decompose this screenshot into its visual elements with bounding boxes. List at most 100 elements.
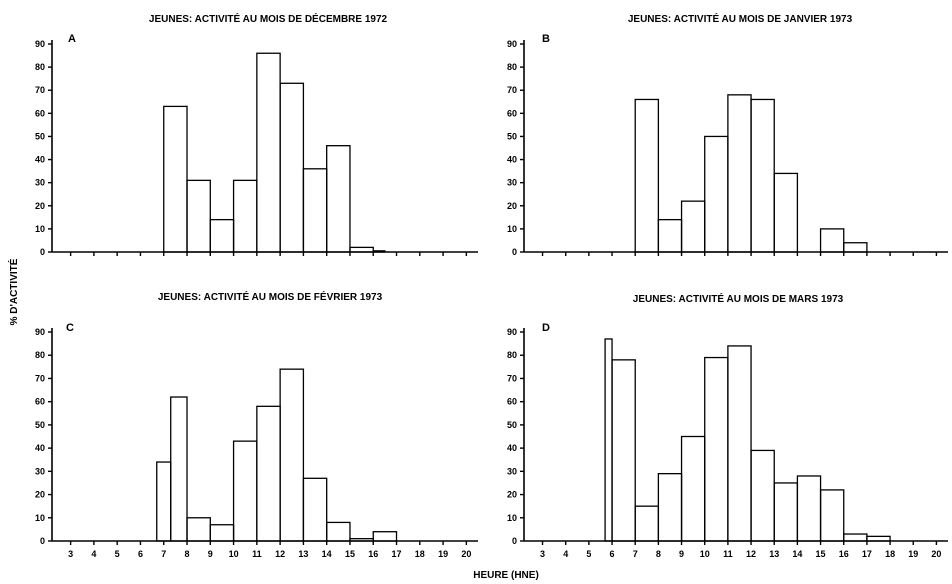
panel-d-x-tick-label: 12 xyxy=(746,549,756,559)
x-axis-label: HEURE (HNE) xyxy=(473,570,539,581)
panel-a-bar xyxy=(372,250,386,253)
panel-c-x-tick-label: 13 xyxy=(298,549,308,559)
panel-d-x-tick-label: 13 xyxy=(769,549,779,559)
panel-d-x-tick-label: 10 xyxy=(700,549,710,559)
panel-c-bar xyxy=(186,517,211,542)
panel-c-y-tick-label: 50 xyxy=(35,420,45,430)
panel-d-x-tick-label: 14 xyxy=(792,549,802,559)
panel-c-y-tick-label: 90 xyxy=(35,327,45,337)
panel-a: JEUNES: ACTIVITÉ AU MOIS DE DÉCEMBRE 197… xyxy=(35,12,478,257)
panel-c-y-tick-label: 10 xyxy=(35,513,45,523)
panel-c-x-tick-label: 12 xyxy=(275,549,285,559)
panel-d: JEUNES: ACTIVITÉ AU MOIS DE MARS 1973 D … xyxy=(507,292,948,559)
panel-c-x-tick-label: 11 xyxy=(252,549,262,559)
panel-d-x-tick-label: 19 xyxy=(908,549,918,559)
panel-d-bar xyxy=(866,535,891,542)
panel-b-y-tick-label: 40 xyxy=(507,155,517,165)
panel-d-x-tick-label: 11 xyxy=(723,549,733,559)
panel-c-bar xyxy=(279,368,305,542)
panel-b: JEUNES: ACTIVITÉ AU MOIS DE JANVIER 1973… xyxy=(507,12,948,257)
panel-a-title: JEUNES: ACTIVITÉ AU MOIS DE DÉCEMBRE 197… xyxy=(149,12,388,25)
panel-c-bar xyxy=(170,396,188,542)
panel-c-y-tick-label: 0 xyxy=(40,536,45,546)
panel-c-y-tick-label: 20 xyxy=(35,490,45,500)
panel-d-bar xyxy=(634,505,660,542)
panel-c-bar xyxy=(302,477,328,542)
y-axis-label: % D'ACTIVITÉ xyxy=(7,258,20,325)
panel-b-bar xyxy=(704,135,729,253)
panel-d-x-tick-label: 16 xyxy=(839,549,849,559)
panel-c-x-tick-label: 4 xyxy=(91,549,96,559)
panel-a-bar xyxy=(232,179,258,253)
panel-c-y-tick-label: 70 xyxy=(35,373,45,383)
panel-b-y-tick-label: 0 xyxy=(512,247,517,257)
panel-b-letter: B xyxy=(542,33,550,45)
panel-d-x-tick-label: 6 xyxy=(610,549,615,559)
panel-c-x-tick-label: 8 xyxy=(185,549,190,559)
panel-a-y-tick-label: 60 xyxy=(35,108,45,118)
panel-c-bar xyxy=(256,405,281,542)
panel-d-bar xyxy=(819,489,845,542)
panel-d-y-tick-label: 20 xyxy=(507,490,517,500)
panel-d-x-tick-label: 15 xyxy=(816,549,826,559)
panel-b-y-tick-label: 30 xyxy=(507,178,517,188)
panel-a-bar xyxy=(302,168,328,253)
panel-d-x-tick-label: 18 xyxy=(885,549,895,559)
panel-a-bar xyxy=(209,218,235,253)
panel-d-y-tick-label: 50 xyxy=(507,420,517,430)
panel-d-y-tick-label: 10 xyxy=(507,513,517,523)
panel-d-bar xyxy=(843,533,868,542)
panel-a-y-tick-label: 70 xyxy=(35,85,45,95)
panel-c-x-tick-label: 17 xyxy=(392,549,402,559)
panel-a-letter: A xyxy=(68,33,76,45)
panel-b-y-tick-label: 70 xyxy=(507,85,517,95)
panel-b-bar xyxy=(657,218,683,253)
panel-b-bar xyxy=(819,228,845,253)
panel-c-x-tick-label: 5 xyxy=(115,549,120,559)
panel-c-bar xyxy=(372,531,398,542)
panel-b-bar xyxy=(750,98,775,253)
panel-d-bar xyxy=(680,435,706,542)
panel-c-letter: C xyxy=(66,322,74,334)
panel-c-x-tick-label: 15 xyxy=(345,549,355,559)
panel-b-y-tick-label: 80 xyxy=(507,62,517,72)
panel-d-x-tick-label: 5 xyxy=(586,549,591,559)
panel-c-bar xyxy=(156,461,172,542)
panel-a-bar xyxy=(279,82,305,253)
panel-d-bar xyxy=(704,356,729,542)
panel-d-y-tick-label: 30 xyxy=(507,466,517,476)
panel-c-x-tick-label: 14 xyxy=(322,549,332,559)
panel-a-y-tick-label: 40 xyxy=(35,155,45,165)
panel-d-x-tick-label: 7 xyxy=(633,549,638,559)
panel-a-bar xyxy=(256,52,281,253)
panel-b-title: JEUNES: ACTIVITÉ AU MOIS DE JANVIER 1973 xyxy=(628,12,853,25)
panel-d-bar xyxy=(611,359,636,542)
panel-c-bar xyxy=(349,538,374,542)
panel-d-letter: D xyxy=(542,322,550,334)
panel-b-y-tick-label: 10 xyxy=(507,224,517,234)
panel-d-y-tick-label: 70 xyxy=(507,373,517,383)
panel-d-x-tick-label: 17 xyxy=(862,549,872,559)
panel-b-bar xyxy=(680,200,706,253)
panel-c-x-tick-label: 9 xyxy=(208,549,213,559)
panel-c-y-tick-label: 60 xyxy=(35,397,45,407)
panel-c: JEUNES: ACTIVITÉ AU MOIS DE FÉVRIER 1973… xyxy=(35,290,478,559)
panel-d-x-tick-label: 20 xyxy=(931,549,941,559)
panel-a-y-tick-label: 30 xyxy=(35,178,45,188)
panel-c-x-tick-label: 18 xyxy=(415,549,425,559)
panel-a-y-tick-label: 0 xyxy=(40,247,45,257)
panel-c-title: JEUNES: ACTIVITÉ AU MOIS DE FÉVRIER 1973 xyxy=(158,290,383,303)
panel-c-x-tick-label: 16 xyxy=(368,549,378,559)
panel-d-y-tick-label: 0 xyxy=(512,536,517,546)
panel-b-y-tick-label: 50 xyxy=(507,131,517,141)
panel-d-bar xyxy=(750,449,775,542)
panel-a-bar xyxy=(349,246,374,253)
panel-d-x-tick-label: 4 xyxy=(563,549,568,559)
panel-d-y-tick-label: 60 xyxy=(507,397,517,407)
panel-c-x-tick-label: 19 xyxy=(438,549,448,559)
panel-d-y-tick-label: 80 xyxy=(507,350,517,360)
panel-b-bar xyxy=(843,242,868,253)
panel-d-bar xyxy=(796,475,822,542)
panel-d-bar xyxy=(773,482,799,542)
